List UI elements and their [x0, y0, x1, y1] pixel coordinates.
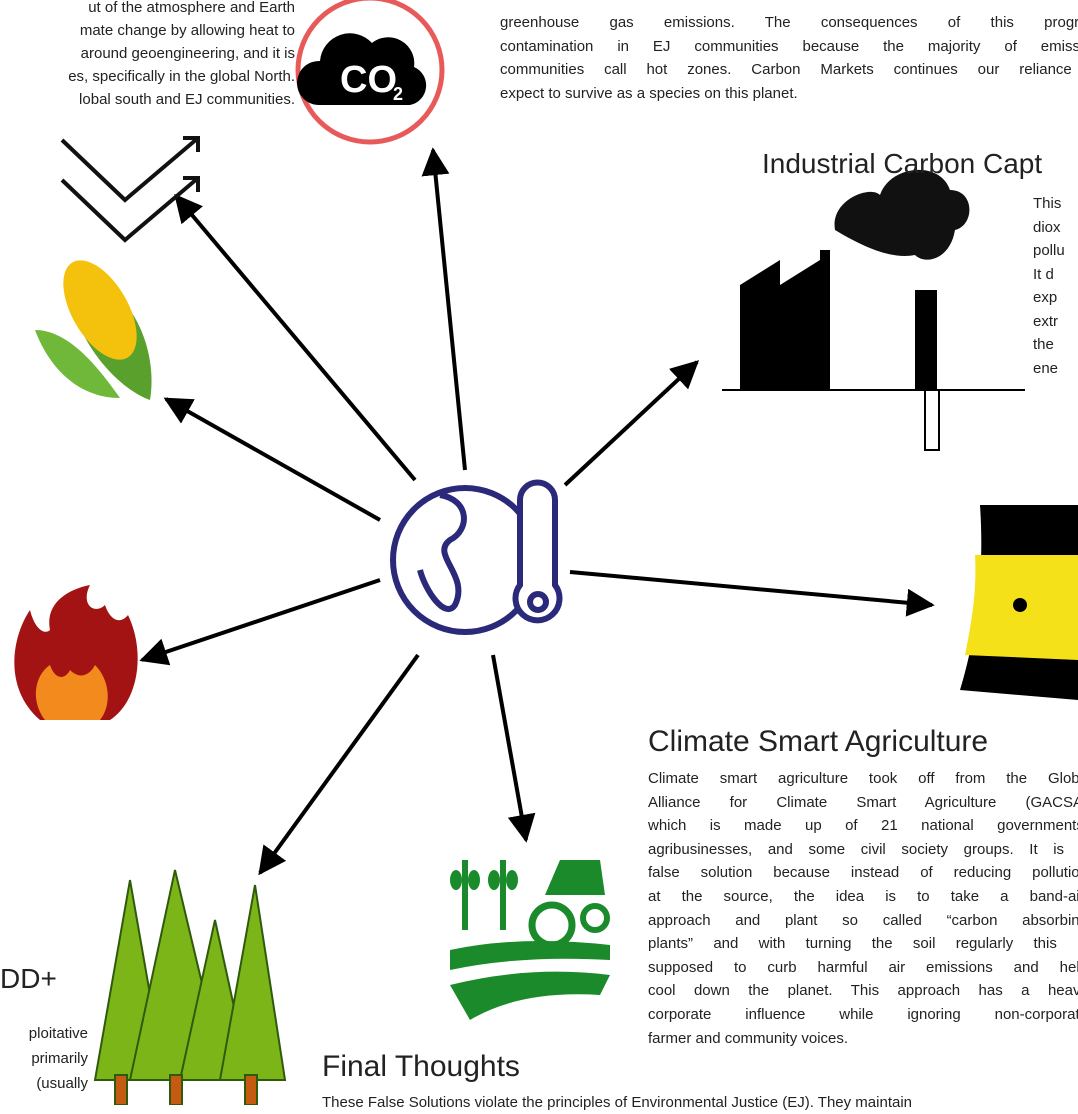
- heading: DD+: [0, 963, 57, 995]
- text-line: communities call hot zones. Carbon Marke…: [500, 58, 1078, 81]
- text-line: ploitative: [29, 1022, 88, 1045]
- text-line: contamination in EJ communities because …: [500, 35, 1078, 58]
- text-line: These False Solutions violate the princi…: [322, 1091, 912, 1114]
- text-line: Alliance for Climate Smart Agriculture (…: [648, 791, 1078, 814]
- co2-icon: CO 2: [297, 0, 442, 142]
- text-line: pollu: [1033, 239, 1065, 262]
- text-line: lobal south and EJ communities.: [79, 88, 295, 111]
- text-line: ene: [1033, 357, 1058, 380]
- text-line: es, specifically in the global North.: [68, 65, 295, 88]
- trees-icon: [95, 870, 285, 1105]
- text-line: corporate influence while ignoring non-c…: [648, 1003, 1078, 1026]
- text-line: at the source, the idea is to take a ban…: [648, 885, 1078, 908]
- text-line: (usually: [36, 1072, 88, 1095]
- text-line: mate change by allowing heat to: [80, 19, 295, 42]
- heading: Final Thoughts: [322, 1050, 520, 1084]
- climate-icon: [393, 483, 560, 633]
- text-line: expect to survive as a species on this p…: [500, 82, 798, 105]
- text-line: which is made up of 21 national governme…: [648, 814, 1078, 837]
- text-line: This: [1033, 192, 1061, 215]
- factory-icon: [722, 170, 1025, 450]
- heading: Climate Smart Agriculture: [648, 725, 988, 759]
- text-line: plants” and with turning the soil regula…: [648, 932, 1078, 955]
- icon-text: CO: [340, 59, 397, 101]
- fire-icon: [14, 585, 137, 720]
- text-line: greenhouse gas emissions. The consequenc…: [500, 11, 1078, 34]
- icon-text: 2: [393, 84, 403, 104]
- nuclear-icon: [960, 505, 1078, 700]
- text-line: exp: [1033, 286, 1057, 309]
- chevron-icon: [62, 138, 198, 240]
- text-line: farmer and community voices.: [648, 1027, 848, 1050]
- text-line: approach and plant so called “carbon abs…: [648, 909, 1078, 932]
- text-line: the: [1033, 333, 1054, 356]
- text-line: It d: [1033, 263, 1054, 286]
- text-line: supposed to curb harmful air emissions a…: [648, 956, 1078, 979]
- page: {"geoengineering":{"lines":["ut of the a…: [0, 0, 1078, 1105]
- text-line: Climate smart agriculture took off from …: [648, 767, 1078, 790]
- heading: Industrial Carbon Capt: [762, 148, 1042, 180]
- text-line: around geoengineering, and it is: [81, 42, 295, 65]
- text-line: ut of the atmosphere and Earth: [88, 0, 295, 19]
- text-line: cool down the planet. This approach has …: [648, 979, 1078, 1002]
- text-line: false solution because instead of reduci…: [648, 861, 1078, 884]
- text-line: primarily: [31, 1047, 88, 1070]
- text-line: agribusinesses, and some civil society g…: [648, 838, 1078, 861]
- corn-icon: [35, 248, 152, 400]
- text-line: extr: [1033, 310, 1058, 333]
- farm-icon: [450, 860, 610, 1020]
- text-line: diox: [1033, 216, 1061, 239]
